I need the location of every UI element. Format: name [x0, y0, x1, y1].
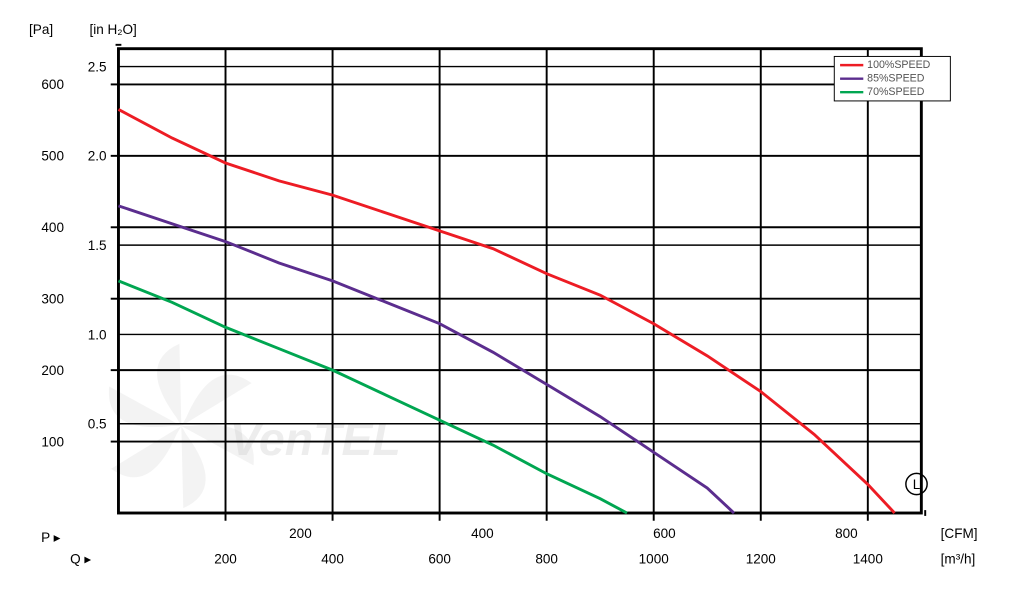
- svg-text:1.0: 1.0: [88, 327, 107, 342]
- svg-text:600: 600: [653, 526, 676, 541]
- svg-text:P ▸: P ▸: [41, 530, 61, 545]
- svg-text:800: 800: [835, 526, 858, 541]
- svg-text:100: 100: [41, 434, 64, 449]
- svg-text:1400: 1400: [853, 551, 883, 566]
- svg-text:[Pa]: [Pa]: [29, 22, 53, 37]
- svg-text:[in H₂O]: [in H₂O]: [89, 22, 136, 37]
- svg-text:600: 600: [41, 77, 64, 92]
- svg-text:800: 800: [535, 551, 558, 566]
- svg-text:1200: 1200: [746, 551, 776, 566]
- svg-text:[m³/h]: [m³/h]: [941, 551, 976, 566]
- svg-text:400: 400: [321, 551, 344, 566]
- chart-svg: VenTEL [Pa] 100 200 300 400 500 600 P ▸ [in H₂O] 0…: [10, 10, 1024, 602]
- svg-text:500: 500: [41, 149, 64, 164]
- svg-text:600: 600: [428, 551, 451, 566]
- svg-text:400: 400: [41, 220, 64, 235]
- svg-text:L: L: [913, 477, 921, 492]
- svg-text:200: 200: [289, 526, 312, 541]
- fan-performance-chart: VenTEL [Pa] 100 200 300 400 500 600 P ▸ [in H₂O] 0…: [10, 10, 1024, 602]
- svg-text:300: 300: [41, 292, 64, 307]
- svg-text:1.5: 1.5: [88, 238, 107, 253]
- svg-text:200: 200: [214, 551, 237, 566]
- legend-label: 100%SPEED: [867, 59, 931, 71]
- svg-text:VenTEL: VenTEL: [230, 413, 401, 465]
- legend-label: 85%SPEED: [867, 73, 925, 85]
- svg-text:2.5: 2.5: [88, 59, 107, 74]
- legend-label: 70%SPEED: [867, 86, 925, 98]
- svg-text:1000: 1000: [639, 551, 669, 566]
- curve-85%SPEED: [118, 206, 734, 513]
- svg-text:[CFM]: [CFM]: [941, 526, 978, 541]
- svg-text:0.5: 0.5: [88, 417, 107, 432]
- svg-text:400: 400: [471, 526, 494, 541]
- svg-text:Q ▸: Q ▸: [70, 551, 91, 566]
- svg-text:2.0: 2.0: [88, 149, 107, 164]
- svg-text:200: 200: [41, 363, 64, 378]
